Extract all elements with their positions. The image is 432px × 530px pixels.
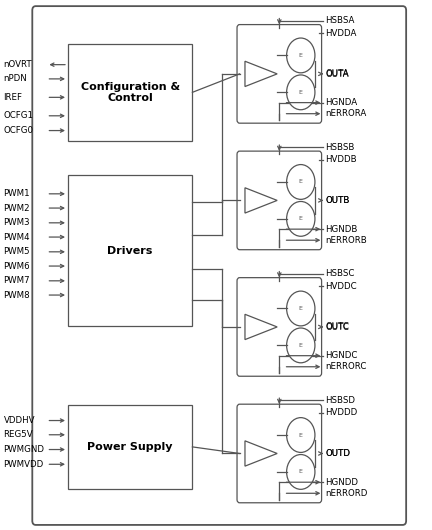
Text: PWM4: PWM4 — [3, 233, 30, 242]
FancyBboxPatch shape — [237, 404, 321, 503]
Text: E: E — [299, 216, 303, 222]
Text: PWM5: PWM5 — [3, 248, 30, 257]
FancyBboxPatch shape — [32, 6, 406, 525]
Text: OUTC: OUTC — [325, 322, 349, 331]
FancyBboxPatch shape — [237, 151, 321, 250]
Text: E: E — [299, 470, 303, 474]
Text: nOVRT: nOVRT — [3, 60, 32, 69]
Text: nPDN: nPDN — [3, 74, 27, 83]
Text: OUTB: OUTB — [325, 196, 350, 205]
Text: nERRORB: nERRORB — [325, 236, 367, 245]
Text: OUTD: OUTD — [325, 449, 350, 458]
Text: HGNDC: HGNDC — [325, 351, 358, 360]
Text: HVDDC: HVDDC — [325, 281, 357, 290]
Text: PWM6: PWM6 — [3, 261, 30, 270]
Bar — [68, 405, 192, 489]
Text: PWMVDD: PWMVDD — [3, 460, 44, 469]
Text: nERRORC: nERRORC — [325, 362, 367, 371]
Text: HSBSD: HSBSD — [325, 396, 356, 405]
Bar — [68, 175, 192, 325]
Text: E: E — [299, 432, 303, 438]
Text: HGNDB: HGNDB — [325, 225, 358, 234]
Text: E: E — [299, 90, 303, 95]
Text: PWM1: PWM1 — [3, 189, 30, 198]
Text: OUTC: OUTC — [325, 323, 349, 332]
FancyBboxPatch shape — [237, 24, 321, 123]
Text: PWMGND: PWMGND — [3, 445, 44, 454]
Text: PWM7: PWM7 — [3, 276, 30, 285]
Polygon shape — [245, 441, 277, 466]
Circle shape — [286, 455, 315, 489]
Polygon shape — [245, 188, 277, 213]
Circle shape — [286, 418, 315, 453]
Text: PWM8: PWM8 — [3, 290, 30, 299]
Polygon shape — [245, 61, 277, 86]
Text: OUTD: OUTD — [325, 449, 350, 458]
Circle shape — [286, 291, 315, 326]
Text: PWM3: PWM3 — [3, 218, 30, 227]
Text: E: E — [299, 343, 303, 348]
Circle shape — [286, 38, 315, 73]
Text: HSBSC: HSBSC — [325, 269, 355, 278]
Text: E: E — [299, 306, 303, 311]
Text: Drivers: Drivers — [108, 245, 153, 255]
Text: HSBSA: HSBSA — [325, 16, 355, 25]
Text: E: E — [299, 180, 303, 184]
Circle shape — [286, 75, 315, 110]
Circle shape — [286, 201, 315, 236]
Bar — [68, 43, 192, 141]
Text: OCFG0: OCFG0 — [3, 126, 34, 135]
Text: E: E — [299, 53, 303, 58]
Text: HGNDD: HGNDD — [325, 478, 359, 487]
Text: OCFG1: OCFG1 — [3, 111, 34, 120]
Text: PWM2: PWM2 — [3, 204, 30, 213]
Text: REG5V: REG5V — [3, 430, 33, 439]
Text: OUTA: OUTA — [325, 69, 349, 78]
Text: HVDDA: HVDDA — [325, 29, 357, 38]
Text: nERRORD: nERRORD — [325, 489, 368, 498]
Text: nERRORA: nERRORA — [325, 109, 367, 118]
Text: HSBSB: HSBSB — [325, 143, 355, 152]
Text: OUTB: OUTB — [325, 196, 350, 205]
Text: Power Supply: Power Supply — [87, 442, 173, 452]
Text: HGNDA: HGNDA — [325, 98, 358, 107]
Circle shape — [286, 164, 315, 199]
Circle shape — [286, 328, 315, 363]
Text: Configuration &
Control: Configuration & Control — [81, 82, 180, 103]
Text: IREF: IREF — [3, 93, 22, 102]
Text: HVDDD: HVDDD — [325, 408, 358, 417]
FancyBboxPatch shape — [237, 278, 321, 376]
Text: HVDDB: HVDDB — [325, 155, 357, 164]
Text: VDDHV: VDDHV — [3, 416, 35, 425]
Text: OUTA: OUTA — [325, 69, 349, 78]
Polygon shape — [245, 314, 277, 340]
